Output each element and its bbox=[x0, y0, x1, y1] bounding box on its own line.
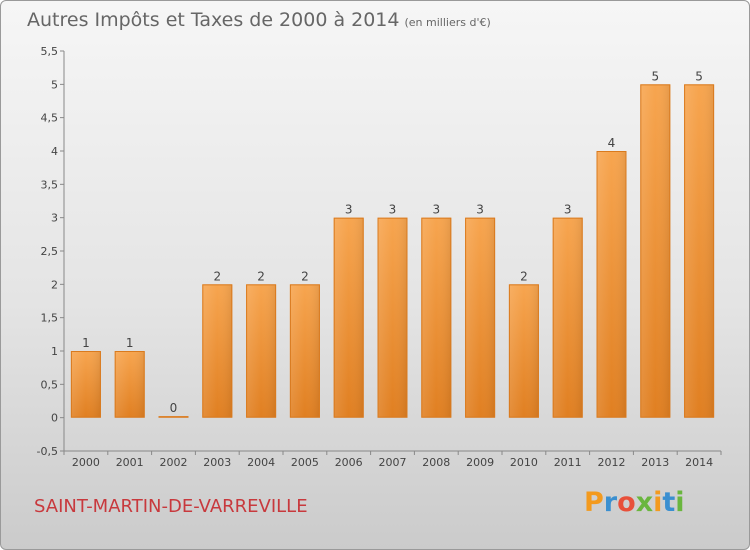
data-label: 5 bbox=[695, 69, 703, 83]
logo-letter: t bbox=[662, 487, 676, 518]
y-tick-label: 3,5 bbox=[41, 178, 59, 191]
x-tick-label: 2010 bbox=[510, 456, 538, 469]
y-tick-label: 4,5 bbox=[41, 112, 59, 125]
data-label: 0 bbox=[170, 401, 178, 415]
x-tick-label: 2007 bbox=[379, 456, 407, 469]
bar-outline bbox=[596, 151, 627, 418]
chart-subtitle: (en milliers d'€) bbox=[404, 16, 491, 29]
bar-outline bbox=[508, 284, 539, 418]
axes: -0,5 0 0,5 1 1,5 2 2,5 3 3,5 4 4,5 5 5,5 2000 2001 2002… bbox=[37, 45, 722, 469]
x-tick-label: 2003 bbox=[203, 456, 231, 469]
logo-letter: i bbox=[675, 487, 685, 518]
y-tick-label: 4 bbox=[51, 145, 58, 158]
x-tick-label: 2004 bbox=[247, 456, 275, 469]
commune-name: SAINT-MARTIN-DE-VARREVILLE bbox=[34, 496, 308, 517]
x-tick-label: 2002 bbox=[160, 456, 188, 469]
data-label: 3 bbox=[389, 203, 397, 217]
bar-shade bbox=[465, 217, 496, 418]
bar-shade bbox=[684, 84, 715, 418]
data-label: 3 bbox=[476, 203, 484, 217]
logo-letter: r bbox=[603, 487, 618, 518]
x-tick-label: 2008 bbox=[422, 456, 450, 469]
bar-outline bbox=[421, 217, 452, 418]
bar-shade bbox=[70, 351, 101, 418]
y-tick-label: 1 bbox=[51, 345, 58, 358]
bar-outline bbox=[70, 351, 101, 418]
bar-shade bbox=[333, 217, 364, 418]
chart-title: Autres Impôts et Taxes de 2000 à 2014 (en… bbox=[27, 9, 491, 31]
bar-outline bbox=[246, 284, 277, 418]
y-tick-label: 5,5 bbox=[41, 45, 59, 58]
chart-title-text: Autres Impôts et Taxes de 2000 à 2014 bbox=[27, 9, 400, 31]
y-tick-label: 0 bbox=[51, 412, 58, 425]
bar-outline bbox=[114, 351, 145, 418]
x-tick-label: 2012 bbox=[598, 456, 626, 469]
y-tick-label: -0,5 bbox=[37, 445, 58, 458]
data-labels: 1 1 0 2 2 2 3 3 3 3 2 3 4 5 5 bbox=[82, 69, 703, 415]
logo-letter: P bbox=[584, 487, 604, 518]
bar-outline bbox=[640, 84, 671, 418]
x-tick-label: 2005 bbox=[291, 456, 319, 469]
bar-shade bbox=[508, 284, 539, 418]
bar-shade bbox=[596, 151, 627, 418]
bar-shade bbox=[246, 284, 277, 418]
bar-outline bbox=[377, 217, 408, 418]
y-tick-label: 5 bbox=[51, 78, 58, 91]
bar-outline bbox=[158, 416, 189, 418]
data-label: 2 bbox=[213, 269, 221, 283]
x-tick-label: 2014 bbox=[685, 456, 713, 469]
bar-shade bbox=[552, 217, 583, 418]
data-label: 2 bbox=[257, 269, 265, 283]
x-tick-label: 2000 bbox=[72, 456, 100, 469]
data-label: 2 bbox=[520, 269, 528, 283]
logo-letter: x bbox=[635, 487, 654, 518]
x-tick-label: 2001 bbox=[116, 456, 144, 469]
bar-outline bbox=[552, 217, 583, 418]
data-label: 3 bbox=[564, 203, 572, 217]
x-tick-label: 2013 bbox=[641, 456, 669, 469]
y-tick-label: 3 bbox=[51, 212, 58, 225]
bar-outline bbox=[684, 84, 715, 418]
bar-shade bbox=[421, 217, 452, 418]
logo-letter: i bbox=[653, 487, 663, 518]
data-label: 5 bbox=[651, 69, 659, 83]
y-tick-label: 0,5 bbox=[41, 378, 59, 391]
bar-shade bbox=[640, 84, 671, 418]
bar-shade bbox=[114, 351, 145, 418]
y-tick-label: 1,5 bbox=[41, 312, 59, 325]
bar-outline bbox=[465, 217, 496, 418]
data-label: 1 bbox=[82, 336, 90, 350]
x-tick-label: 2011 bbox=[554, 456, 582, 469]
data-label: 1 bbox=[126, 336, 134, 350]
data-label: 3 bbox=[345, 203, 353, 217]
bar-outline bbox=[333, 217, 364, 418]
data-label: 4 bbox=[608, 136, 616, 150]
bar-outline bbox=[202, 284, 233, 418]
bar-outline bbox=[289, 284, 320, 418]
bar-shade bbox=[289, 284, 320, 418]
bar-shade bbox=[202, 284, 233, 418]
y-tick-label: 2 bbox=[51, 278, 58, 291]
bars bbox=[70, 84, 715, 418]
data-label: 3 bbox=[432, 203, 440, 217]
proxiti-logo[interactable]: Proxiti bbox=[584, 487, 685, 518]
y-tick-label: 2,5 bbox=[41, 245, 59, 258]
data-label: 2 bbox=[301, 269, 309, 283]
bar-shade bbox=[377, 217, 408, 418]
x-tick-label: 2006 bbox=[335, 456, 363, 469]
logo-letter: o bbox=[617, 487, 636, 518]
x-tick-label: 2009 bbox=[466, 456, 494, 469]
